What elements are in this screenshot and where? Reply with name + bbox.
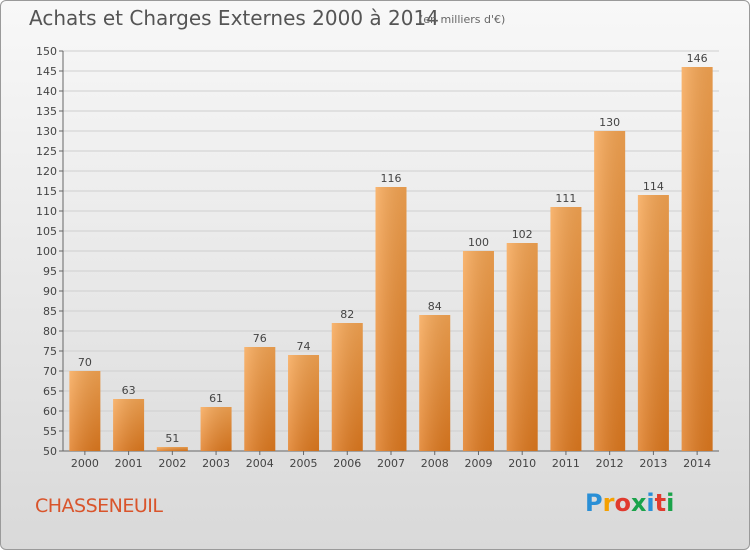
y-tick-label: 85	[43, 305, 57, 318]
bar-shade-2009	[462, 251, 494, 451]
y-tick-label: 50	[43, 445, 57, 458]
bar-shade-2000	[69, 371, 101, 451]
y-tick-label: 145	[36, 65, 57, 78]
y-tick-label: 90	[43, 285, 57, 298]
y-tick-label: 55	[43, 425, 57, 438]
y-tick-label: 70	[43, 365, 57, 378]
y-tick-label: 130	[36, 125, 57, 138]
bar-shade-2005	[288, 355, 320, 451]
logo-letter: r	[602, 489, 615, 517]
x-tick-label-2006: 2006	[333, 457, 361, 470]
data-label-2006: 82	[340, 308, 354, 321]
y-tick-label: 75	[43, 345, 57, 358]
x-tick-label-2003: 2003	[202, 457, 230, 470]
chart-subtitle: (en milliers d'€)	[419, 13, 506, 26]
bars	[69, 67, 713, 451]
data-label-2009: 100	[468, 236, 489, 249]
y-tick-labels: 50 55 60 65 70 75 80 85 90 95 100 105 110 115 120 125 13…	[36, 45, 57, 458]
data-label-2010: 102	[512, 228, 533, 241]
data-label-2001: 63	[122, 384, 136, 397]
data-label-2004: 76	[253, 332, 267, 345]
y-tick-label: 100	[36, 245, 57, 258]
logo-letter: t	[654, 489, 667, 517]
y-tick-label: 65	[43, 385, 57, 398]
data-label-2014: 146	[687, 52, 708, 65]
x-tick-label-2013: 2013	[639, 457, 667, 470]
x-tick-labels: 2000 2001 2002 2003 2004 2005 2006 2007 2008 2009…	[71, 457, 711, 470]
y-tick-label: 105	[36, 225, 57, 238]
data-label-2012: 130	[599, 116, 620, 129]
x-tick-label-2008: 2008	[421, 457, 449, 470]
commune-name: CHASSENEUIL	[35, 495, 163, 517]
y-tick-label: 150	[36, 45, 57, 58]
data-label-2000: 70	[78, 356, 92, 369]
y-tick-label: 115	[36, 185, 57, 198]
y-tick-label: 140	[36, 85, 57, 98]
bar-shade-2001	[113, 399, 145, 451]
y-tick-label: 110	[36, 205, 57, 218]
data-label-2011: 111	[555, 192, 576, 205]
data-label-2003: 61	[209, 392, 223, 405]
y-tick-label: 60	[43, 405, 57, 418]
y-tick-label: 135	[36, 105, 57, 118]
logo-letter: P	[585, 489, 603, 517]
bar-shade-2002	[156, 447, 188, 451]
bar-shade-2006	[331, 323, 363, 451]
y-tick-label: 125	[36, 145, 57, 158]
x-tick-label-2005: 2005	[290, 457, 318, 470]
x-tick-label-2001: 2001	[115, 457, 143, 470]
x-tick-label-2004: 2004	[246, 457, 274, 470]
data-label-2013: 114	[643, 180, 664, 193]
logo-letter: o	[614, 489, 631, 517]
data-label-2002: 51	[165, 432, 179, 445]
bar-shade-2004	[244, 347, 276, 451]
bar-shade-2011	[550, 207, 582, 451]
bar-shade-2007	[375, 187, 407, 451]
bar-shade-2010	[506, 243, 538, 451]
x-tick-label-2014: 2014	[683, 457, 711, 470]
bar-shade-2014	[681, 67, 713, 451]
bar-shade-2003	[200, 407, 232, 451]
x-tick-label-2000: 2000	[71, 457, 99, 470]
chart-title: Achats et Charges Externes 2000 à 2014	[29, 6, 439, 30]
x-tick-label-2002: 2002	[158, 457, 186, 470]
x-tick-label-2007: 2007	[377, 457, 405, 470]
bar-shade-2013	[637, 195, 669, 451]
x-tick-label-2012: 2012	[596, 457, 624, 470]
logo-letter: i	[666, 489, 675, 517]
data-label-2005: 74	[297, 340, 311, 353]
logo-letter: x	[630, 489, 647, 517]
x-tick-label-2011: 2011	[552, 457, 580, 470]
x-tick-label-2010: 2010	[508, 457, 536, 470]
data-labels: 70 63 51 61 76 74 82 116 84 100 102 111 130 114 146	[78, 52, 708, 445]
x-tick-label-2009: 2009	[464, 457, 492, 470]
y-tick-label: 80	[43, 325, 57, 338]
y-tick-label: 120	[36, 165, 57, 178]
bar-shade-2008	[419, 315, 451, 451]
data-label-2008: 84	[428, 300, 442, 313]
logo-letter: i	[646, 489, 655, 517]
proxiti-logo: Proxiti	[585, 489, 674, 517]
y-tick-label: 95	[43, 265, 57, 278]
bar-shade-2012	[594, 131, 626, 451]
data-label-2007: 116	[381, 172, 402, 185]
